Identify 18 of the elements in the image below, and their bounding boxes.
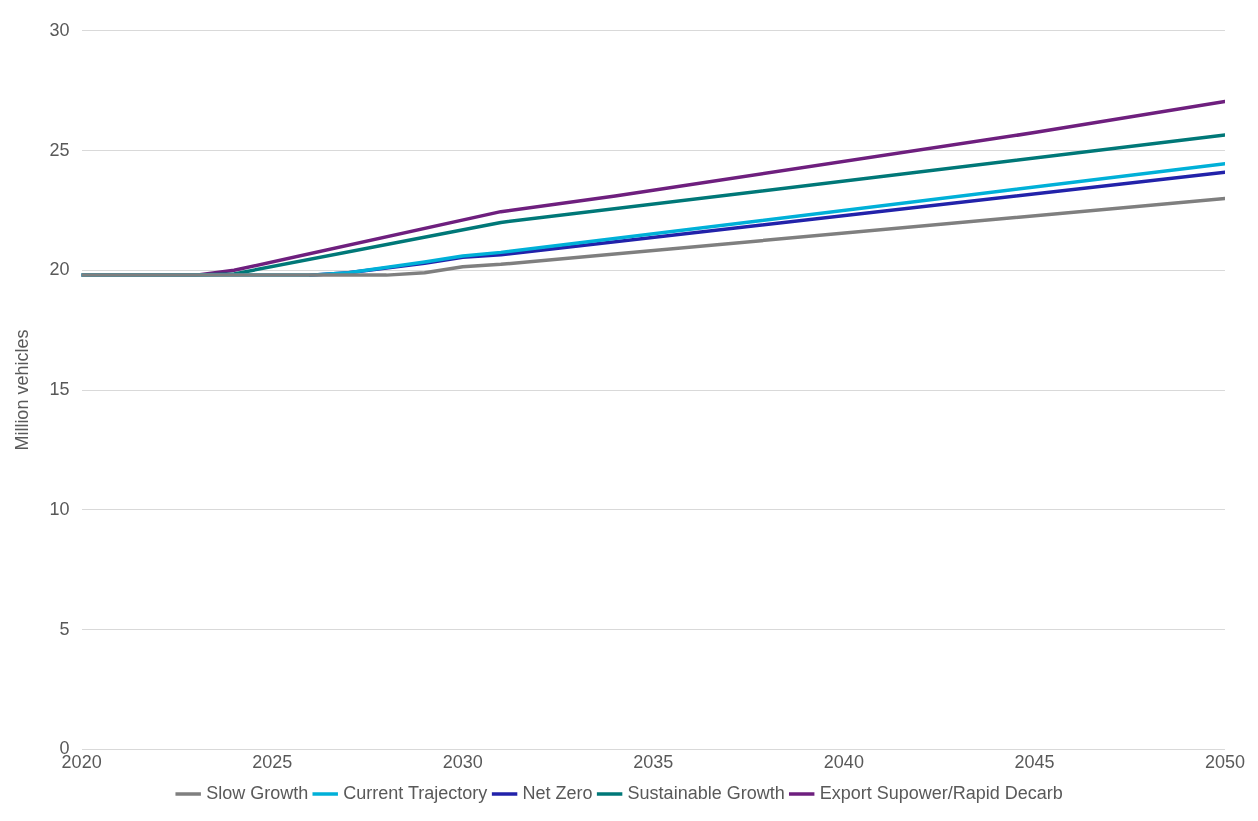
legend-label: Sustainable Growth <box>627 782 785 803</box>
y-tick-label: 30 <box>49 19 70 40</box>
legend-label: Net Zero <box>522 782 593 803</box>
x-tick-label: 2025 <box>252 752 293 773</box>
x-tick-label: 2050 <box>1204 752 1245 773</box>
legend-label: Current Trajectory <box>343 782 488 803</box>
legend-label: Export Supower/Rapid Decarb <box>819 782 1063 803</box>
y-axis-title: Million vehicles <box>11 329 32 451</box>
y-tick-label: 25 <box>49 139 70 160</box>
y-tick-label: 15 <box>49 379 70 400</box>
x-tick-label: 2040 <box>823 752 864 773</box>
legend-label: Slow Growth <box>206 782 309 803</box>
y-tick-label: 10 <box>49 498 70 519</box>
y-tick-label: 5 <box>59 618 70 639</box>
x-tick-label: 2030 <box>442 752 483 773</box>
x-tick-label: 2035 <box>633 752 674 773</box>
y-tick-label: 20 <box>49 259 70 280</box>
x-tick-label: 2045 <box>1014 752 1055 773</box>
